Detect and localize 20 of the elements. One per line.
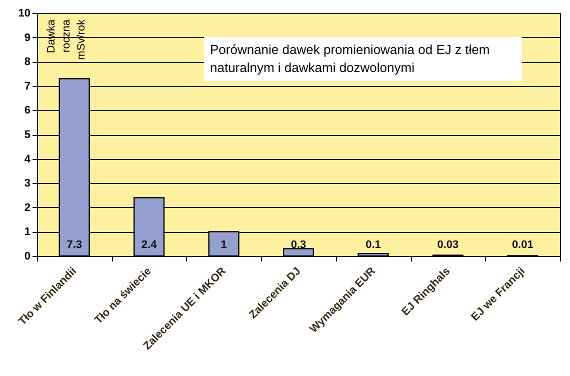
data-label: 0.01: [512, 239, 534, 251]
y-tick-label: 6: [24, 104, 30, 117]
y-tick-label: 9: [24, 32, 30, 44]
y-tick-label: 1: [24, 226, 30, 238]
data-label: 7.3: [66, 239, 82, 251]
data-label: 2.4: [141, 239, 158, 251]
data-label: 0.3: [290, 239, 306, 251]
y-tick-label: 0: [24, 250, 30, 262]
y-tick-label: 3: [24, 178, 30, 190]
text: Porównanie dawek promieniowania od EJ z tłem naturalnym i dawkami dozwolonymi: [204, 37, 522, 81]
y-tick-label: 5: [24, 129, 30, 141]
data-label: 0.1: [366, 239, 381, 251]
y-tick-label: 2: [24, 202, 30, 214]
y-tick-label: 4: [24, 153, 32, 166]
y-tick-label: 8: [24, 56, 30, 68]
data-label: 1: [220, 239, 227, 251]
y-tick-label: 7: [24, 80, 30, 92]
y-tick-label: 10: [18, 8, 30, 20]
data-label: 0.03: [437, 239, 459, 251]
y-axis-title: Dawka roczna mSv/rok: [46, 18, 88, 60]
